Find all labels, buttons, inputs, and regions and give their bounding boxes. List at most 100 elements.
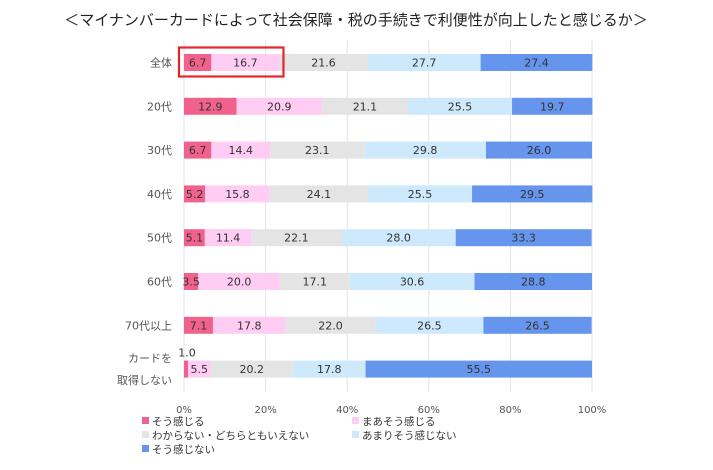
data-label: 29.5	[520, 188, 545, 201]
bar-segment	[184, 97, 237, 115]
bar-segment	[198, 273, 280, 290]
bar-segment	[188, 360, 211, 378]
data-label: 5.5	[191, 363, 209, 376]
bar-segment	[184, 54, 212, 71]
data-label: 17.8	[317, 363, 342, 376]
bar-segment	[269, 185, 369, 203]
segment-labels: 6.7 16.7 21.6 27.7 27.4 12.9 20.9 21.1 25.5 19.7 6…	[178, 57, 564, 377]
data-label: 19.7	[540, 100, 565, 113]
bar-segment	[483, 316, 592, 334]
data-label: 14.4	[228, 144, 253, 157]
data-label: 28.8	[521, 276, 546, 289]
bar-segment	[236, 97, 322, 115]
data-label: 23.1	[305, 144, 330, 157]
data-label: 17.8	[237, 319, 262, 332]
bar-segment	[204, 229, 252, 247]
data-label: 15.8	[225, 188, 250, 201]
bar-segment	[279, 273, 350, 290]
bar-segment	[279, 54, 368, 71]
category-label: 20代	[147, 100, 172, 113]
data-label: 30.6	[400, 276, 425, 289]
chart-title: ＜マイナンバーカードによって社会保障・税の手続きで利便性が向上したと感じるか＞	[64, 11, 648, 29]
bar-segment	[211, 141, 271, 159]
legend-label: あまりそう感じない	[362, 429, 457, 442]
data-label: 6.7	[189, 57, 207, 70]
data-label: 3.5	[182, 276, 200, 289]
bar-segment	[205, 185, 270, 203]
x-tick-label: 40%	[336, 405, 358, 416]
data-label: 11.4	[216, 232, 241, 245]
legend-label: そう感じる	[152, 415, 205, 428]
bar-segment	[365, 360, 592, 378]
data-label: 25.5	[448, 100, 473, 113]
legend-swatch	[352, 417, 359, 424]
bar-segment	[407, 97, 513, 115]
bar-segment	[367, 54, 481, 71]
bar-segment	[184, 141, 212, 159]
bar-segment	[368, 185, 473, 203]
legend-label: そう感じない	[152, 443, 215, 456]
legend-label: わからない・どちらともいえない	[152, 430, 309, 442]
bar-segment	[184, 273, 199, 290]
legend-label: まあそう感じる	[362, 415, 436, 428]
bar-segment	[455, 229, 592, 247]
data-label: 24.1	[307, 188, 332, 201]
x-tick-label: 80%	[499, 405, 521, 416]
data-label: 22.1	[284, 232, 309, 245]
data-label: 33.3	[511, 232, 536, 245]
bar-segment	[472, 185, 593, 203]
bar-segments	[184, 54, 593, 378]
data-label: 21.6	[311, 57, 336, 70]
data-label: 20.2	[239, 363, 264, 376]
data-label: 20.9	[267, 100, 292, 113]
data-label: 12.9	[198, 100, 223, 113]
bar-segment	[292, 360, 366, 378]
bar-segment	[285, 316, 376, 334]
data-label: 20.0	[227, 276, 252, 289]
bar-segment	[212, 316, 286, 334]
category-label: 30代	[147, 144, 172, 157]
x-tick-label: 0%	[176, 405, 192, 416]
category-label: 全体	[150, 56, 172, 70]
bar-segment	[321, 97, 408, 115]
category-label: 70代以上	[125, 319, 172, 332]
x-axis-ticks: 0% 20% 40% 60% 80% 100%	[176, 405, 606, 416]
x-tick-label: 60%	[418, 405, 440, 416]
data-label: 21.1	[353, 100, 378, 113]
grid-lines	[183, 40, 593, 392]
bar-segment	[375, 316, 484, 334]
bar-segment	[210, 360, 293, 378]
data-label: 22.0	[318, 319, 343, 332]
category-label: カードを	[128, 352, 172, 365]
data-label: 17.1	[303, 276, 328, 289]
data-label: 1.0	[178, 347, 196, 360]
highlight-box	[177, 46, 285, 78]
bar-segment	[485, 141, 592, 159]
bar-segment	[184, 229, 205, 247]
data-label: 27.4	[524, 57, 549, 70]
legend-swatch	[352, 431, 359, 438]
bar-segment	[184, 185, 206, 203]
data-label: 26.5	[525, 319, 550, 332]
highlight-rect	[177, 46, 285, 78]
data-label: 26.5	[417, 319, 442, 332]
bar-segment	[349, 273, 475, 290]
bar-segment	[341, 229, 456, 247]
bar-segment	[474, 273, 592, 290]
data-label: 16.7	[233, 57, 258, 70]
bar-segment	[270, 141, 365, 159]
data-label: 28.0	[386, 232, 411, 245]
bar-segment	[480, 54, 593, 71]
bar-segment	[512, 97, 593, 115]
x-tick-label: 20%	[254, 405, 276, 416]
data-label: 5.2	[186, 188, 204, 201]
category-label: 40代	[147, 188, 172, 201]
bar-segment	[364, 141, 486, 159]
category-label: 取得しない	[117, 374, 172, 387]
data-label: 6.7	[189, 144, 207, 157]
bar-segment	[211, 54, 280, 71]
data-label: 25.5	[408, 188, 433, 201]
